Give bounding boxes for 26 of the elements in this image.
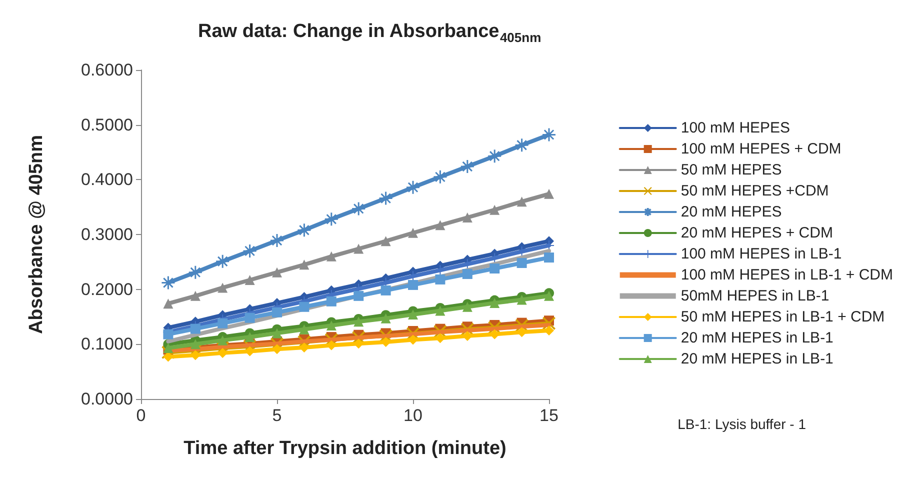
y-tick-label: 0.6000 [81,60,133,80]
legend-label: 50mM HEPES in LB-1 [680,288,830,304]
y-tick-label: 0.1000 [81,334,133,354]
legend-label: 50 mM HEPES +CDM [680,182,829,200]
legend-label: 20 mM HEPES + CDM [680,224,833,242]
legend-label: 20 mM HEPES in LB-1 [680,350,834,368]
legend-label: 100 mM HEPES + CDM [680,140,842,158]
x-tick-label: 0 [136,406,146,425]
x-tick-label: 15 [540,406,558,425]
y-tick-label: 0.5000 [81,115,133,134]
y-tick-label: 0.2000 [81,280,133,299]
y-tick-label: 0.0000 [81,390,133,408]
legend-label: 50 mM HEPES in LB-1 + CDM [680,308,885,326]
text: LB-1: Lysis buffer - 1 [678,416,806,432]
x-tick-label: 5 [272,406,282,425]
legend-label: 100 mM HEPES in LB-1 + CDM [680,266,894,284]
y-axis-title: Absorbance @ 405nm [26,134,47,334]
legend-label: 20 mM HEPES [680,204,782,220]
x-tick-label: 10 [404,406,422,425]
x-axis-title: Time after Trypsin addition (minute) [184,438,506,459]
y-tick-label: 0.4000 [81,170,133,190]
legend-label: 100 mM HEPES [680,120,790,136]
y-tick-label: 0.3000 [81,225,133,244]
legend-label: 100 mM HEPES in LB-1 [680,246,842,262]
legend-label: 50 mM HEPES [680,162,782,178]
legend-label: 20 mM HEPES in LB-1 [680,330,834,346]
